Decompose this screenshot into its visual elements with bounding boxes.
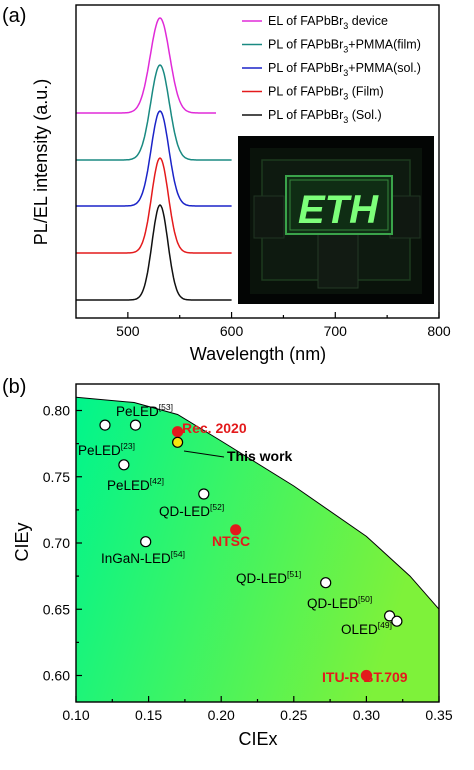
panel-b-annotations: PeLED[53] PeLED[23] PeLED[42] QD-LED[52]… [78, 402, 408, 685]
legend-label-5: PL of FAPbBr3 (Sol.) [268, 108, 382, 125]
y-tick-label: 0.65 [43, 601, 70, 617]
panel-b-y-axis-label: CIEy [12, 522, 32, 561]
x-tick-label: 700 [324, 323, 348, 339]
cie-point-9 [320, 577, 332, 589]
spectrum-line-5 [76, 204, 232, 301]
annotation-qdled-52: QD-LED[52] [159, 502, 224, 519]
panel-a-legend: EL of FAPbBr3 device PL of FAPbBr3+PMMA(f… [242, 14, 421, 125]
x-tick-label: 0.10 [62, 707, 89, 723]
legend-label-3: PL of FAPbBr3+PMMA(sol.) [268, 61, 421, 78]
panel-a-y-axis-label: PL/EL intensity (a.u.) [31, 79, 51, 245]
spectrum-line-1 [76, 17, 216, 114]
y-tick-label: 0.70 [43, 535, 70, 551]
x-tick-label: 0.15 [135, 707, 162, 723]
inset-eth-text: ETH [298, 188, 379, 232]
cie-point-7 [172, 436, 184, 448]
spectrum-line-2 [76, 64, 232, 161]
x-tick-label: 0.25 [280, 707, 307, 723]
cie-point-1 [99, 419, 111, 431]
panel-a-x-axis-label: Wavelength (nm) [190, 344, 326, 364]
annotation-peled-42: PeLED[42] [107, 476, 164, 493]
x-tick-label: 800 [427, 323, 451, 339]
cie-point-8 [230, 524, 242, 536]
annotation-qdled-51: QD-LED[51] [236, 569, 301, 586]
cie-point-3 [118, 459, 130, 471]
x-tick-label: 0.20 [208, 707, 235, 723]
x-tick-label: 0.30 [353, 707, 380, 723]
panel-b-label: (b) [2, 376, 26, 398]
annotation-peled-23: PeLED[23] [78, 441, 135, 458]
cie-point-2 [129, 419, 142, 431]
spectral-locus-line [76, 396, 439, 610]
color-gamut-region [76, 397, 439, 702]
panel-b-chart: 0.10 0.15 0.20 0.25 0.30 0.35 0.60 0.65 0.70 0.75… [12, 383, 453, 749]
cie-point-12 [360, 669, 372, 682]
annotation-ntsc: NTSC [212, 533, 250, 549]
x-tick-label: 500 [116, 323, 140, 339]
annotation-this-work: This work [227, 448, 293, 464]
panel-a-axes-frame [75, 4, 440, 319]
y-tick-label: 0.80 [43, 403, 70, 419]
legend-label-1: EL of FAPbBr3 device [268, 14, 388, 31]
y-tick-label: 0.75 [43, 469, 70, 485]
annotation-qdled-50: QD-LED[50] [307, 594, 372, 611]
panel-b-x-axis-label: CIEx [238, 729, 277, 749]
y-tick-label: 0.60 [43, 668, 70, 684]
this-work-leader-line [183, 450, 225, 458]
annotation-rec-2020: Rec. 2020 [182, 420, 247, 436]
x-tick-label: 0.35 [425, 707, 452, 723]
annotation-oled-49: OLED[49] [341, 620, 392, 637]
spectrum-line-3 [76, 110, 232, 207]
annotation-itu-r-bt709: ITU-R BT.709 [322, 669, 408, 685]
legend-label-2: PL of FAPbBr3+PMMA(film) [268, 38, 421, 55]
annotation-peled-53: PeLED[53] [116, 402, 173, 419]
inset-photo: ETH [238, 136, 434, 304]
cie-point-4 [198, 488, 210, 500]
panel-a-label: (a) [2, 5, 26, 27]
x-tick-label: 600 [220, 323, 244, 339]
cie-point-5 [140, 536, 152, 548]
panel-a-chart: ETH 500 600 700 800 PL/EL intensity (a.u.) … [31, 4, 451, 364]
annotation-ingan-led-54: InGaN-LED[54] [101, 549, 185, 566]
legend-label-4: PL of FAPbBr3 (Film) [268, 85, 384, 102]
cie-point-11 [391, 615, 403, 627]
spectrum-line-4 [76, 157, 232, 254]
